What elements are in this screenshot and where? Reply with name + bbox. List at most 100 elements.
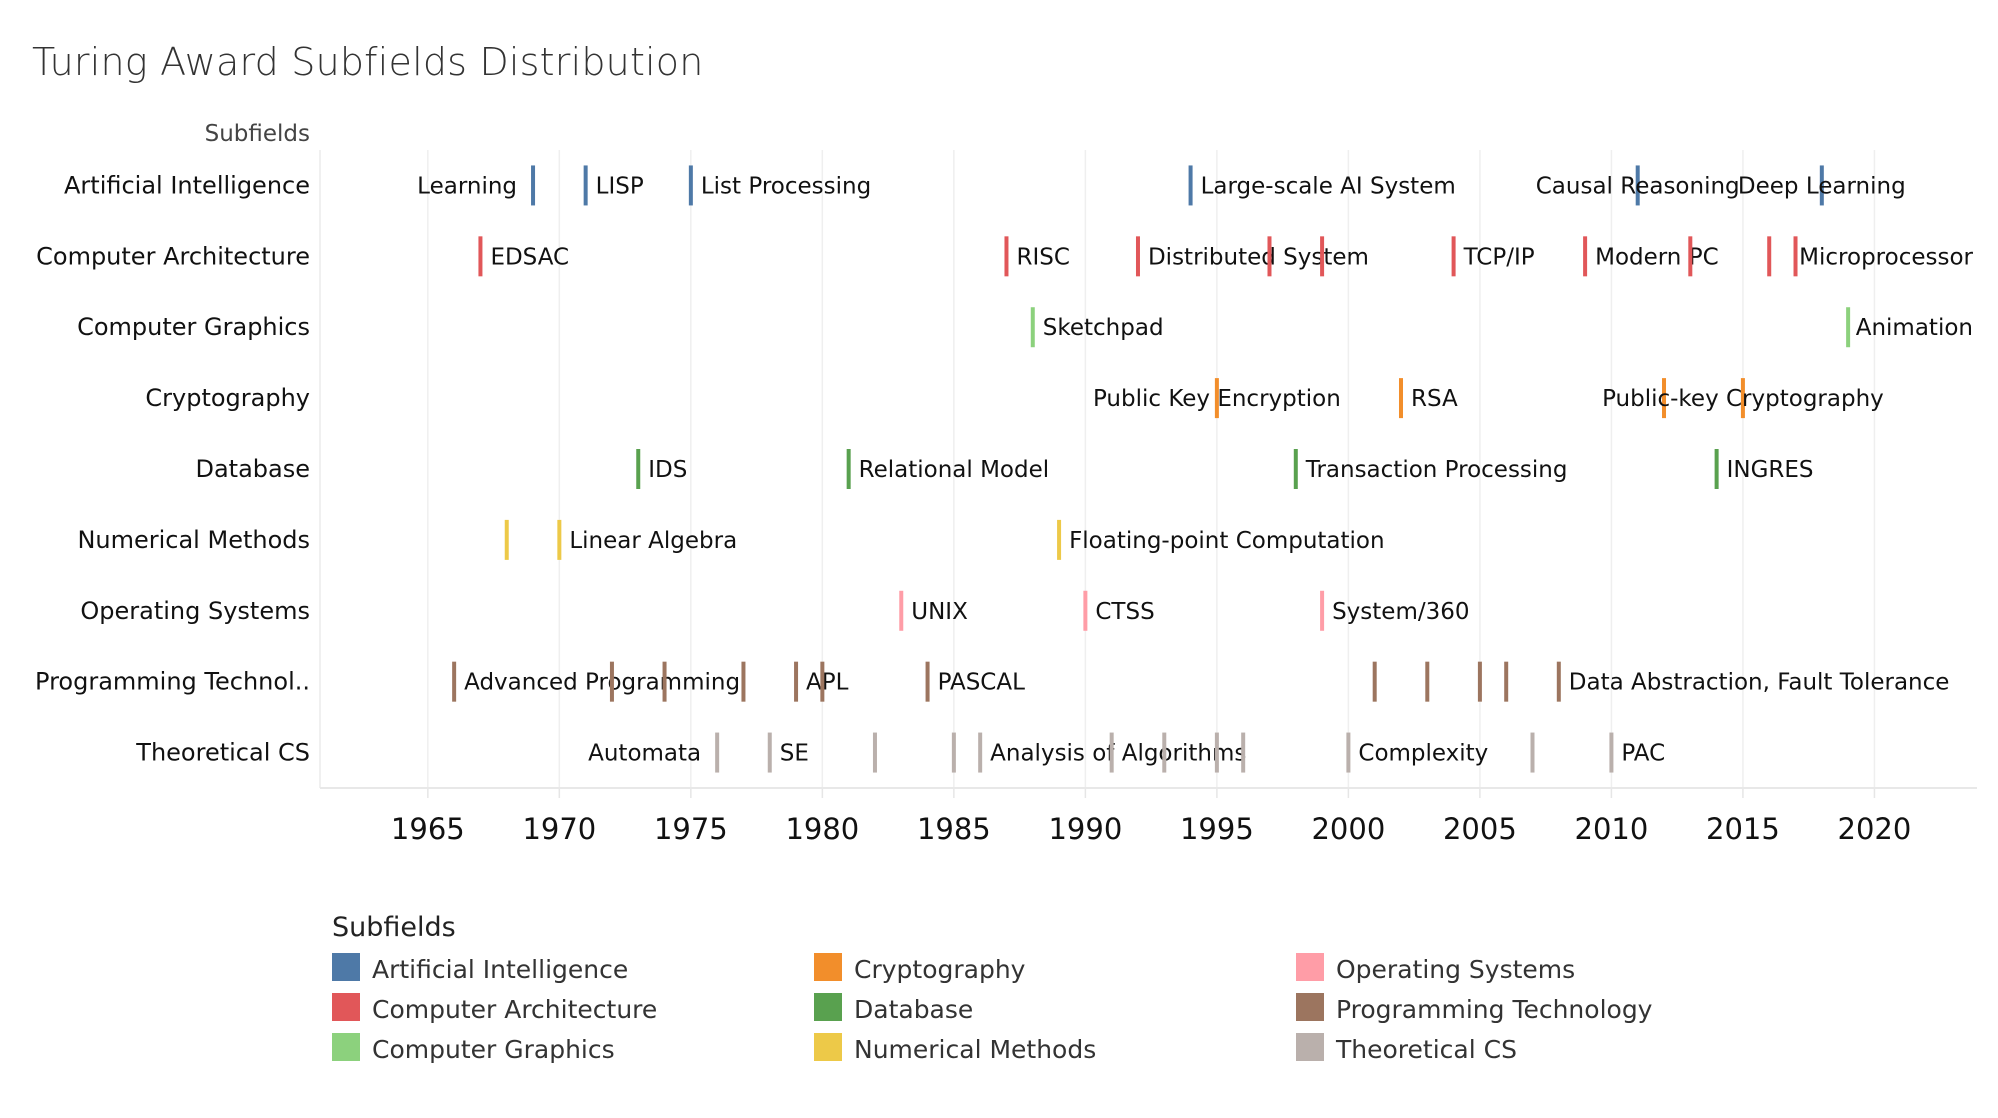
mark-label: PASCAL bbox=[938, 670, 1026, 696]
mark-label: EDSAC bbox=[490, 244, 569, 270]
strip-mark bbox=[1688, 236, 1693, 277]
mark-label: UNIX bbox=[911, 599, 968, 625]
strip-mark bbox=[609, 661, 614, 702]
strip-mark bbox=[1214, 732, 1219, 773]
strip-mark bbox=[1556, 661, 1561, 702]
strip-mark bbox=[899, 590, 904, 631]
legend-item-artificial-intelligence[interactable]: Artificial Intelligence bbox=[332, 949, 814, 989]
legend-swatch bbox=[332, 993, 360, 1021]
mark-label: Analysis of Algorithms bbox=[990, 741, 1246, 767]
mark-label: Sketchpad bbox=[1043, 315, 1164, 341]
x-tick-label: 1980 bbox=[785, 812, 859, 846]
legend-item-numerical-methods[interactable]: Numerical Methods bbox=[814, 1029, 1296, 1069]
strip-mark bbox=[820, 661, 825, 702]
legend-item-theoretical-cs[interactable]: Theoretical CS bbox=[1296, 1029, 1696, 1069]
strip-mark bbox=[741, 661, 746, 702]
mark-label: Animation bbox=[1856, 315, 1973, 341]
mark-label: LISP bbox=[596, 173, 644, 199]
strip-mark bbox=[1188, 165, 1193, 206]
x-tick-label: 1970 bbox=[522, 812, 596, 846]
strip-mark bbox=[1293, 449, 1298, 489]
strip-mark bbox=[1241, 732, 1246, 773]
strip-mark bbox=[1583, 236, 1588, 277]
strip-mark bbox=[715, 732, 720, 773]
strip-mark bbox=[978, 732, 983, 773]
strip-mark bbox=[1267, 236, 1272, 277]
mark-label: IDS bbox=[648, 457, 687, 483]
x-tick-label: 2010 bbox=[1575, 812, 1649, 846]
strip-mark bbox=[1846, 307, 1851, 348]
strip-mark bbox=[1214, 378, 1219, 419]
mark-label: Linear Algebra bbox=[569, 528, 737, 554]
legend-swatch bbox=[332, 1033, 360, 1061]
x-tick-label: 2020 bbox=[1838, 812, 1912, 846]
x-tick-label: 1985 bbox=[917, 812, 991, 846]
x-tick-label: 2000 bbox=[1311, 812, 1385, 846]
strip-mark bbox=[1793, 236, 1798, 277]
strip-mark bbox=[925, 661, 930, 702]
strip-mark bbox=[846, 449, 851, 489]
legend-swatch bbox=[1296, 1033, 1324, 1061]
strip-mark bbox=[1346, 732, 1351, 773]
strip-mark bbox=[767, 732, 772, 773]
legend-label: Theoretical CS bbox=[1336, 1034, 1517, 1064]
strip-mark bbox=[1662, 378, 1667, 419]
row-label: Theoretical CS bbox=[135, 739, 310, 767]
strip-mark bbox=[1320, 590, 1325, 631]
strip-mark bbox=[1530, 732, 1535, 773]
strip-mark bbox=[1451, 236, 1456, 277]
strip-mark bbox=[583, 165, 588, 206]
mark-label: Automata bbox=[588, 741, 701, 767]
legend-swatch bbox=[814, 993, 842, 1021]
legend-swatch bbox=[1296, 993, 1324, 1021]
mark-label: Distributed System bbox=[1148, 244, 1369, 270]
x-tick-label: 1975 bbox=[654, 812, 728, 846]
mark-label: SE bbox=[780, 741, 809, 767]
mark-label: List Processing bbox=[701, 173, 871, 199]
row-label: Numerical Methods bbox=[77, 526, 310, 554]
strip-mark bbox=[951, 732, 956, 773]
mark-label: Data Abstraction, Fault Tolerance bbox=[1569, 670, 1950, 696]
legend: Subfields Artificial Intelligence Comput… bbox=[332, 912, 1696, 1069]
legend-item-programming-technology[interactable]: Programming Technology bbox=[1296, 989, 1696, 1029]
mark-label: System/360 bbox=[1332, 599, 1469, 625]
strip-mark bbox=[1740, 378, 1745, 419]
mark-label: APL bbox=[806, 670, 849, 696]
legend-label: Operating Systems bbox=[1336, 954, 1576, 984]
legend-label: Computer Graphics bbox=[372, 1034, 615, 1064]
strip-mark bbox=[1425, 661, 1430, 702]
mark-label: Public Key Encryption bbox=[1093, 386, 1341, 412]
legend-items: Artificial Intelligence Computer Archite… bbox=[332, 949, 1696, 1069]
chart-plot: 1965 1970 1975 1980 1985 1990 1995 2000 2005 2010… bbox=[35, 121, 1977, 846]
mark-label: Learning bbox=[417, 173, 517, 199]
row-label: Database bbox=[195, 455, 310, 483]
strip-mark bbox=[1714, 449, 1719, 489]
mark-label: RSA bbox=[1411, 386, 1458, 412]
strip-mark bbox=[688, 165, 693, 206]
legend-item-computer-graphics[interactable]: Computer Graphics bbox=[332, 1029, 814, 1069]
chart-title: Turing Award Subfields Distribution bbox=[32, 40, 704, 84]
legend-item-computer-architecture[interactable]: Computer Architecture bbox=[332, 989, 814, 1029]
strip-mark bbox=[557, 519, 562, 560]
strip-mark bbox=[1004, 236, 1009, 277]
legend-title: Subfields bbox=[332, 912, 456, 943]
strip-mark bbox=[504, 519, 509, 560]
mark-label: PAC bbox=[1621, 741, 1665, 767]
mark-label: INGRES bbox=[1727, 457, 1814, 483]
legend-swatch bbox=[814, 1033, 842, 1061]
mark-label: Complexity bbox=[1358, 741, 1488, 767]
strip-mark bbox=[1320, 236, 1325, 277]
mark-label: Deep Learning bbox=[1738, 173, 1906, 199]
legend-item-operating-systems[interactable]: Operating Systems bbox=[1296, 949, 1696, 989]
row-label: Programming Technol.. bbox=[35, 668, 310, 696]
legend-item-database[interactable]: Database bbox=[814, 989, 1296, 1029]
strip-mark bbox=[1635, 165, 1640, 206]
x-tick-label: 2005 bbox=[1443, 812, 1517, 846]
legend-swatch bbox=[332, 953, 360, 981]
row-label: Operating Systems bbox=[80, 597, 310, 625]
legend-label: Artificial Intelligence bbox=[372, 954, 629, 984]
legend-item-cryptography[interactable]: Cryptography bbox=[814, 949, 1296, 989]
strip-mark bbox=[1504, 661, 1509, 702]
strip-mark bbox=[1109, 732, 1114, 773]
row-label: Cryptography bbox=[145, 384, 310, 412]
